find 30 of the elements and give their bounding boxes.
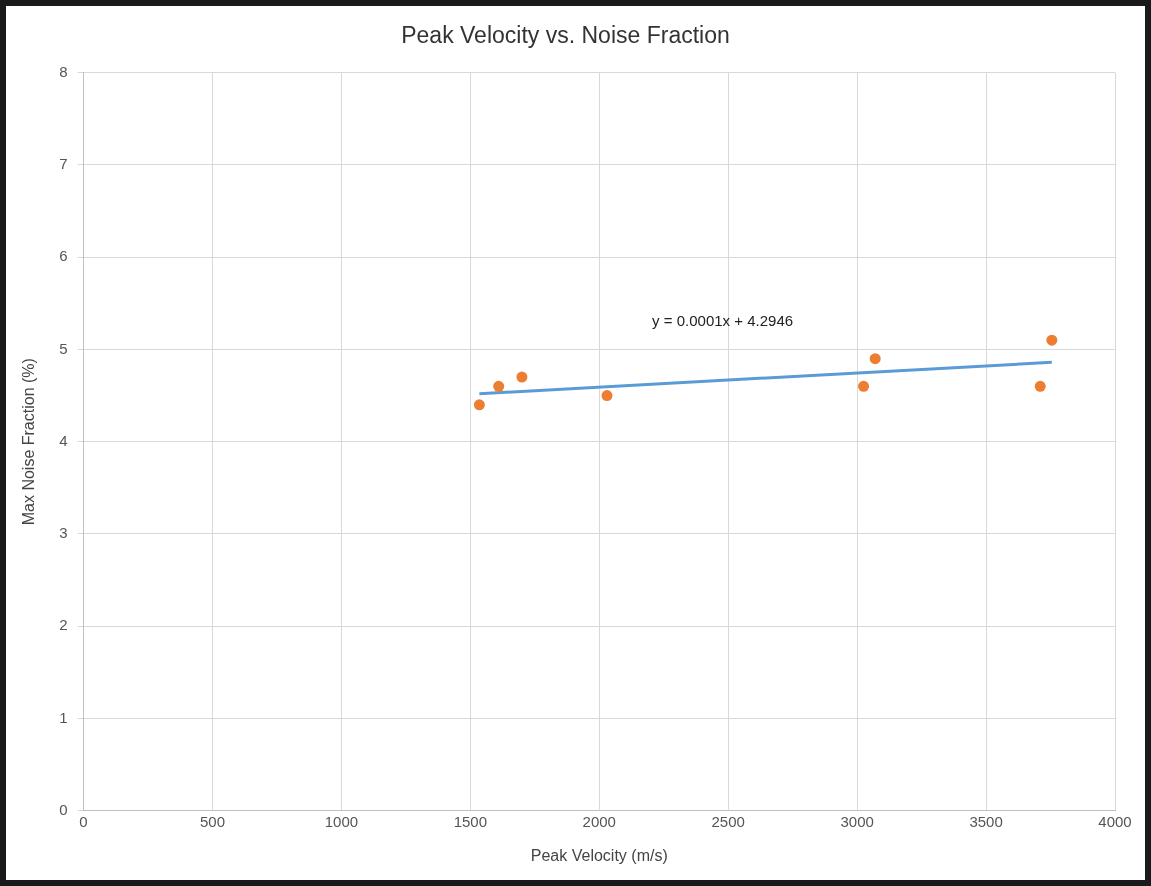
y-tick-label: 3 bbox=[59, 524, 68, 542]
x-tick-label: 3500 bbox=[969, 812, 1003, 830]
point bbox=[869, 353, 881, 365]
y-tick-label: 8 bbox=[59, 62, 68, 80]
y-tick-label: 2 bbox=[59, 616, 68, 634]
x-tick-label: 2500 bbox=[711, 812, 745, 830]
y-tick-label: 7 bbox=[59, 155, 68, 173]
y-tick-label: 5 bbox=[59, 339, 68, 357]
x-tick-label: 3000 bbox=[840, 812, 874, 830]
annotation: y = 0.0001x + 4.2946 bbox=[652, 312, 794, 330]
point bbox=[516, 371, 528, 383]
y-tick-label: 0 bbox=[59, 800, 68, 818]
x-tick-label: 500 bbox=[199, 812, 225, 830]
point bbox=[858, 380, 870, 392]
point bbox=[601, 390, 613, 402]
x-tick-label: 1000 bbox=[324, 812, 359, 830]
x-axis-title: Peak Velocity (m/s) bbox=[530, 846, 668, 864]
y-tick-label: 6 bbox=[59, 247, 68, 265]
x-tick-label: 2000 bbox=[582, 812, 616, 830]
y-tick-label: 4 bbox=[59, 431, 68, 449]
y-tick-label: 1 bbox=[59, 708, 68, 726]
point bbox=[1046, 334, 1058, 346]
point bbox=[1034, 380, 1046, 392]
x-tick-label: 0 bbox=[79, 812, 88, 830]
chart-title: Peak Velocity vs. Noise Fraction bbox=[401, 22, 730, 49]
x-tick-label: 1500 bbox=[453, 812, 488, 830]
y-axis-title: Max Noise Fraction (%) bbox=[20, 358, 38, 526]
point bbox=[493, 380, 505, 392]
point bbox=[473, 399, 485, 411]
x-tick-label: 4000 bbox=[1098, 812, 1132, 830]
